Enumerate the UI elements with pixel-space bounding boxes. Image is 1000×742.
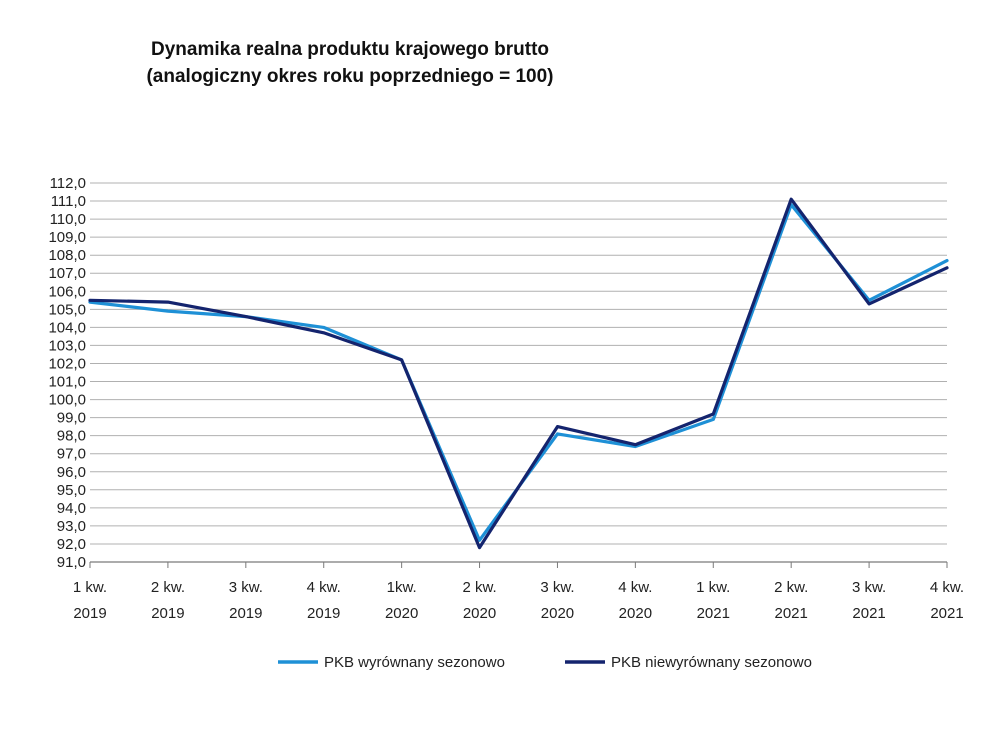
- series-lines: [88, 197, 949, 550]
- x-tick-label-quarter: 2 kw.: [151, 579, 185, 596]
- legend: PKB wyrównany sezonowo PKB niewyrównany s…: [278, 654, 812, 671]
- x-tick-label-year: 2019: [151, 605, 184, 622]
- x-tick-label-year: 2021: [774, 605, 807, 622]
- x-tick-label-quarter: 4 kw.: [930, 579, 964, 596]
- x-tick-label-quarter: 4 kw.: [618, 579, 652, 596]
- x-tick-label-year: 2019: [307, 605, 340, 622]
- y-tick-label: 103,0: [48, 337, 86, 354]
- x-tick-label-quarter: 1 kw.: [73, 579, 107, 596]
- y-tick-label: 102,0: [48, 355, 86, 372]
- x-tick-label-quarter: 3 kw.: [229, 579, 263, 596]
- x-tick-label-year: 2021: [852, 605, 885, 622]
- x-tick-label-year: 2020: [541, 605, 574, 622]
- x-tick-label-quarter: 4 kw.: [307, 579, 341, 596]
- x-tick-label-year: 2020: [385, 605, 418, 622]
- x-tick-label-quarter: 1kw.: [387, 579, 417, 596]
- x-tick-label-quarter: 2 kw.: [774, 579, 808, 596]
- x-axis-ticks: 1 kw. 2019 2 kw. 2019 3 kw. 2019 4 kw. 2019 1kw.…: [73, 579, 964, 622]
- y-tick-label: 98,0: [57, 428, 86, 445]
- x-tick-label-quarter: 3 kw.: [852, 579, 886, 596]
- y-tick-label: 109,0: [48, 229, 86, 246]
- y-axis-ticks: 91,092,093,094,095,096,097,098,099,0100,…: [48, 175, 86, 571]
- series-line-2: [88, 197, 949, 550]
- y-tick-label: 95,0: [57, 482, 86, 499]
- y-tick-label: 94,0: [57, 500, 86, 517]
- x-tick-label-year: 2019: [73, 605, 106, 622]
- y-tick-label: 106,0: [48, 283, 86, 300]
- y-tick-label: 108,0: [48, 247, 86, 264]
- chart-subtitle: (analogiczny okres roku poprzedniego = 1…: [146, 66, 554, 87]
- chart-title: Dynamika realna produktu krajowego brutt…: [115, 36, 585, 90]
- chart-title-line1: Dynamika realna produktu krajowego brutt…: [150, 39, 550, 60]
- y-tick-label: 91,0: [57, 554, 86, 571]
- y-tick-label: 111,0: [51, 193, 86, 210]
- x-tick-label-year: 2021: [930, 605, 963, 622]
- y-tick-label: 100,0: [48, 392, 86, 409]
- gridlines: [90, 182, 947, 545]
- y-tick-label: 105,0: [48, 301, 86, 318]
- x-tick-label-year: 2019: [229, 605, 262, 622]
- x-tick-label-quarter: 2 kw.: [462, 579, 496, 596]
- x-tick-label-year: 2021: [697, 605, 730, 622]
- y-tick-label: 107,0: [48, 265, 86, 282]
- y-tick-label: 93,0: [57, 518, 86, 535]
- y-tick-label: 96,0: [57, 464, 86, 481]
- y-tick-label: 99,0: [57, 410, 86, 427]
- legend-label-1: PKB wyrównany sezonowo: [324, 654, 505, 671]
- legend-label-2: PKB niewyrównany sezonowo: [611, 654, 812, 671]
- x-tick-label-year: 2020: [619, 605, 652, 622]
- y-tick-label: 101,0: [48, 374, 86, 391]
- y-tick-label: 92,0: [57, 536, 86, 553]
- x-tick-label-quarter: 1 kw.: [696, 579, 730, 596]
- x-axis: [89, 561, 948, 568]
- y-tick-label: 97,0: [57, 446, 86, 463]
- y-tick-label: 112,0: [50, 175, 86, 192]
- x-tick-label-quarter: 3 kw.: [540, 579, 574, 596]
- x-tick-label-year: 2020: [463, 605, 496, 622]
- y-tick-label: 104,0: [48, 319, 86, 336]
- y-tick-label: 110,0: [50, 211, 86, 228]
